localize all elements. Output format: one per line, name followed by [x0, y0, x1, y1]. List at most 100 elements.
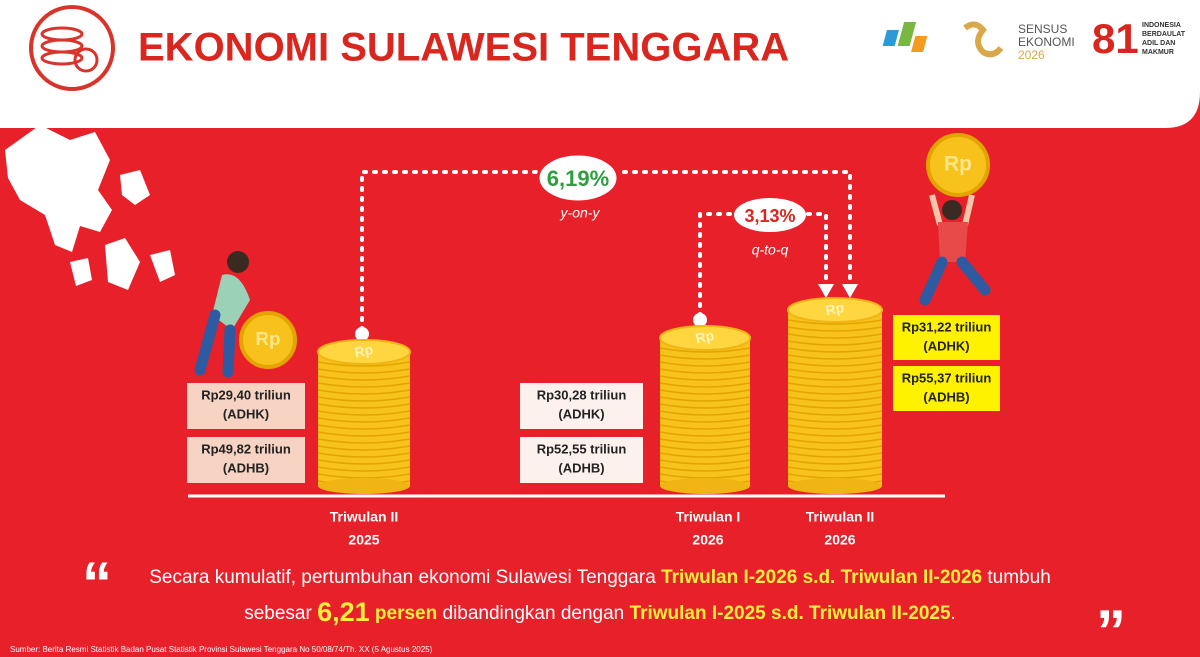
value-box — [187, 383, 305, 429]
coin-edge — [659, 466, 751, 472]
quote-segment: Triwulan I-2026 s.d. Triwulan II-2026 — [661, 567, 982, 588]
coin-edge — [317, 424, 411, 430]
yoy-badge — [536, 152, 620, 204]
coin-edge — [787, 375, 883, 381]
coin-edge — [787, 431, 883, 437]
quote-line: sebesar 6,21 persen dibandingkan dengan … — [244, 597, 956, 627]
value-text: Rp29,40 triliun — [201, 387, 291, 402]
coin-edge — [787, 452, 883, 458]
period-year: 2025 — [348, 532, 379, 548]
coin-edge — [787, 319, 883, 325]
person-pushing — [194, 251, 250, 378]
value-text: Rp31,22 triliun — [902, 319, 992, 334]
coin-label: Rp — [944, 153, 972, 176]
coin-edge — [317, 382, 411, 388]
coin-edge — [659, 375, 751, 381]
connector-dot — [693, 313, 707, 327]
coin-edge — [787, 361, 883, 367]
coin-edge — [659, 452, 751, 458]
hut-text: INDONESIA — [1142, 22, 1181, 29]
value-box — [893, 315, 1000, 360]
coin-edge — [317, 403, 411, 409]
coin-edge — [787, 333, 883, 339]
coin-edge — [659, 410, 751, 416]
coin-edge — [317, 375, 411, 381]
arrow — [818, 284, 858, 298]
value-unit: (ADHB) — [223, 460, 269, 475]
coin-edge — [787, 403, 883, 409]
person-lifting — [919, 194, 991, 306]
coin-edge — [317, 417, 411, 423]
coin-edge — [787, 368, 883, 374]
coin-bottom — [788, 478, 882, 494]
value-unit: (ADHB) — [558, 460, 604, 475]
coin-edge — [659, 347, 751, 353]
value-unit: (ADHK) — [923, 338, 969, 353]
quote-open: “ — [82, 550, 112, 617]
logo-text: 2026 — [1018, 48, 1045, 62]
coin-label: Rp — [353, 341, 375, 361]
map — [5, 125, 175, 290]
coin-edge — [659, 403, 751, 409]
period-name: Triwulan II — [330, 509, 398, 525]
coin-edge — [787, 445, 883, 451]
coin-edge — [787, 326, 883, 332]
header-icon — [29, 5, 115, 91]
coin-edge — [659, 368, 751, 374]
content: Rp Rp Rp Rp29,40 triliun (ADHK) Rp49,82 trili… — [10, 133, 1126, 657]
coin-bottom — [660, 478, 750, 494]
quote-line: Secara kumulatif, pertumbuhan ekonomi Su… — [149, 567, 1051, 588]
quote-segment: sebesar — [244, 603, 317, 624]
coin-label: Rp — [824, 299, 846, 319]
coin-top — [317, 339, 411, 365]
quote-segment: Secara kumulatif, pertumbuhan ekonomi Su… — [149, 567, 661, 588]
coin-edge — [317, 389, 411, 395]
coin-edge — [659, 431, 751, 437]
coin-edge — [787, 459, 883, 465]
quote-segment: 6,21 — [317, 597, 370, 627]
value-box — [893, 366, 1000, 411]
coin-edge — [787, 410, 883, 416]
period-name: Triwulan I — [676, 509, 741, 525]
value-text: Rp49,82 triliun — [201, 441, 291, 456]
coin-edge — [787, 466, 883, 472]
logo-text: EKONOMI — [1018, 35, 1075, 49]
coin-edge — [659, 361, 751, 367]
yoy-value: 6,19% — [547, 166, 609, 191]
coin-edge — [317, 459, 411, 465]
coin-edge — [317, 452, 411, 458]
coin-edge — [787, 354, 883, 360]
coin-edge — [317, 466, 411, 472]
coin-edge — [659, 389, 751, 395]
coin-edge — [317, 368, 411, 374]
value-box — [520, 437, 643, 483]
coin-edge — [317, 410, 411, 416]
coin-edge — [659, 438, 751, 444]
value-box — [187, 437, 305, 483]
coin-edge — [787, 396, 883, 402]
value-unit: (ADHK) — [223, 406, 269, 421]
coin — [239, 311, 297, 369]
quote-segment: dibandingkan dengan — [437, 603, 629, 624]
coin-stack — [318, 352, 410, 486]
coin-edge — [787, 424, 883, 430]
value-box — [520, 383, 643, 429]
coin-edge — [659, 382, 751, 388]
coin-edge — [317, 445, 411, 451]
coin-label: Rp — [694, 327, 716, 347]
period-name: Triwulan II — [806, 509, 874, 525]
value-unit: (ADHK) — [558, 406, 604, 421]
coin-edge — [659, 354, 751, 360]
coin-edge — [787, 382, 883, 388]
logo-text: SENSUS — [1018, 22, 1067, 36]
header-title: EKONOMI SULAWESI TENGGARA — [138, 26, 789, 70]
coin-edge — [659, 396, 751, 402]
coin-edge — [659, 424, 751, 430]
coin-edge — [659, 417, 751, 423]
coin-edge — [317, 361, 411, 367]
quote-close: ” — [1096, 598, 1126, 657]
coin-edge — [787, 347, 883, 353]
connector-dot — [355, 327, 369, 341]
qtq-badge — [734, 198, 806, 232]
value-text: Rp52,55 triliun — [537, 441, 627, 456]
